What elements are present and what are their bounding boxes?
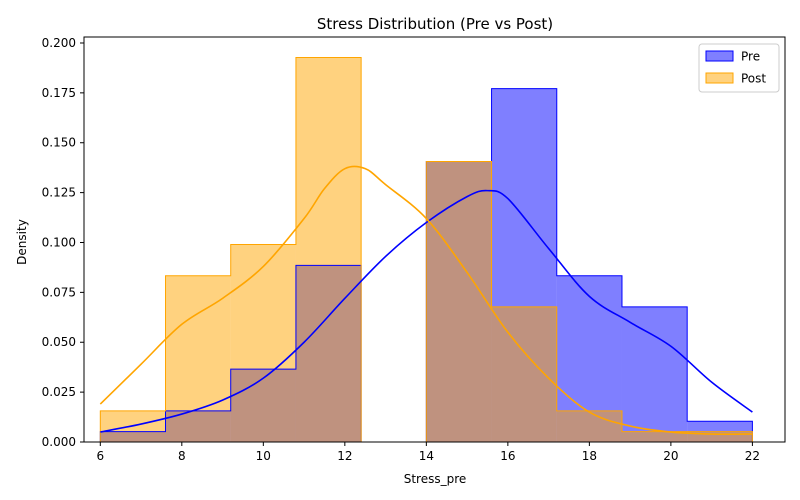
post-bar [230,244,296,442]
legend-label-pre: Pre [741,50,760,64]
pre-bar [621,306,688,442]
legend-swatch-post [705,72,734,84]
x-tick-label: 6 [96,449,104,463]
chart-title: Stress Distribution (Pre vs Post) [317,15,553,33]
x-tick-label: 22 [745,449,760,463]
pre-kde-curve [100,189,753,433]
y-tick-label: 0.025 [42,385,76,399]
x-tick-label: 20 [663,449,678,463]
legend: Pre Post [698,43,780,93]
post-bar [687,431,753,442]
post-bar [426,161,492,442]
x-tick-label: 10 [256,449,271,463]
y-tick-label: 0.100 [42,235,76,249]
post-bar [621,431,688,442]
x-tick-label: 16 [500,449,515,463]
post-bar [491,306,557,442]
y-tick-label: 0.175 [42,86,76,100]
kde-layer [99,165,753,435]
y-tick-label: 0.000 [42,435,76,449]
x-tick-label: 8 [178,449,186,463]
y-ticks: 0.000 0.025 0.050 0.075 0.100 0.125 0.150 0.175… [42,36,84,449]
y-tick-label: 0.050 [42,335,76,349]
post-bar [295,57,362,443]
y-tick-label: 0.150 [42,136,76,150]
axes-frame [83,36,786,443]
x-tick-label: 14 [419,449,434,463]
y-tick-label: 0.125 [42,186,76,200]
x-ticks: 6 8 10 12 14 16 18 20 22 [96,442,760,463]
post-histogram-outline [99,57,753,442]
bars-layer [99,57,753,443]
x-tick-label: 12 [337,449,352,463]
legend-swatch-pre [705,50,734,62]
y-tick-label: 0.075 [42,285,76,299]
post-bar [165,275,231,442]
y-axis-label: Density [15,219,29,265]
post-kde-curve [99,165,753,435]
y-tick-label: 0.200 [42,36,76,50]
legend-label-post: Post [741,72,766,86]
post-bar [556,410,622,442]
x-tick-label: 18 [582,449,597,463]
x-axis-label: Stress_pre [404,472,467,486]
